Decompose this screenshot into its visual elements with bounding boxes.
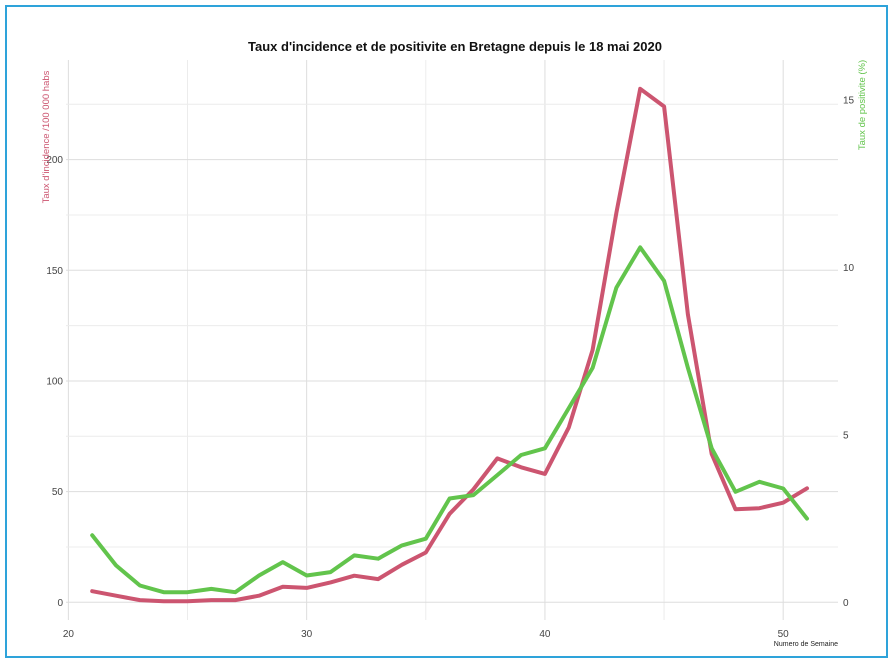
- y-tick-label-right: 0: [843, 598, 849, 609]
- y-tick-label-right: 5: [843, 430, 849, 441]
- series-lines: [90, 86, 809, 604]
- y-tick-label-right: 10: [843, 263, 855, 274]
- y-tick-label-left: 100: [46, 376, 63, 387]
- chart-title: Taux d'incidence et de positivite en Bre…: [248, 39, 662, 54]
- y-axis-label-right: Taux de positivite (%): [857, 60, 868, 150]
- x-tick-label: 30: [301, 629, 313, 640]
- gridlines: [66, 60, 838, 620]
- y-tick-label-left: 0: [57, 598, 63, 609]
- positivite-series-line: [90, 245, 809, 595]
- y-axis-label-left: Taux d'incidence /100 000 habs: [41, 70, 52, 203]
- tick-labels: 20 30 40 50 0 50 100 150 200 0 5 10 15: [46, 96, 854, 640]
- y-tick-label-right: 15: [843, 96, 855, 107]
- y-tick-label-left: 200: [46, 155, 63, 166]
- y-tick-label-left: 50: [52, 487, 64, 498]
- x-tick-label: 40: [539, 629, 551, 640]
- incidence-series-line: [90, 86, 809, 604]
- x-tick-label: 20: [63, 629, 75, 640]
- y-tick-label-left: 150: [46, 266, 63, 277]
- x-tick-label: 50: [778, 629, 790, 640]
- x-axis-label: Numero de Semaine: [774, 641, 838, 648]
- chart-frame: [5, 5, 888, 658]
